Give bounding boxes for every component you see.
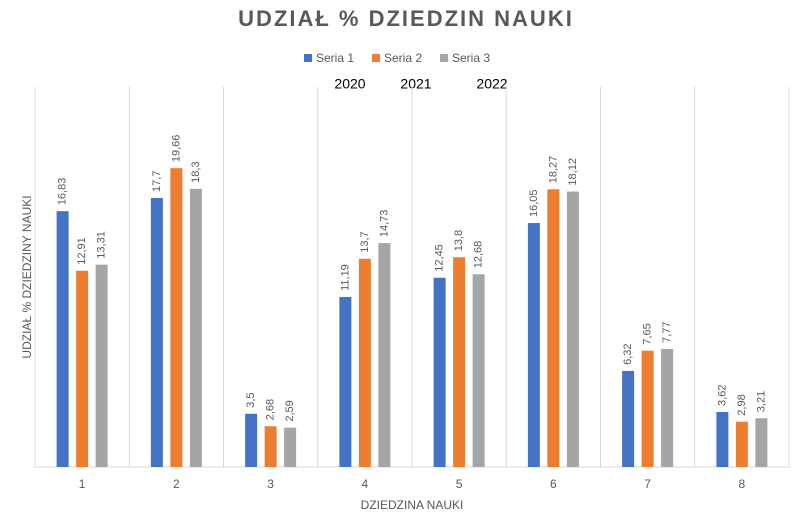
data-label: 6,32 bbox=[622, 344, 634, 365]
legend-swatch bbox=[372, 54, 380, 62]
data-label: 17,7 bbox=[151, 171, 163, 192]
legend-label: Seria 1 bbox=[316, 51, 354, 65]
bar bbox=[547, 189, 560, 467]
annotation: 2022 bbox=[476, 76, 507, 92]
bar bbox=[755, 418, 768, 467]
legend-label: Seria 3 bbox=[452, 51, 490, 65]
data-label: 7,65 bbox=[642, 323, 654, 344]
bar bbox=[716, 411, 729, 467]
bar bbox=[358, 258, 371, 467]
x-tick-label: 3 bbox=[267, 477, 274, 491]
data-label: 2,59 bbox=[284, 400, 296, 421]
data-label: 12,45 bbox=[434, 244, 446, 272]
x-tick-label: 8 bbox=[739, 477, 746, 491]
bar bbox=[453, 257, 466, 467]
x-tick-label: 1 bbox=[79, 477, 86, 491]
data-label: 16,83 bbox=[57, 178, 69, 206]
legend-swatch bbox=[440, 54, 448, 62]
bar bbox=[527, 223, 540, 467]
data-label: 14,73 bbox=[378, 210, 390, 238]
bar bbox=[622, 370, 635, 467]
bar bbox=[56, 211, 69, 467]
data-label: 7,77 bbox=[661, 321, 673, 342]
bar bbox=[264, 426, 277, 467]
data-label: 13,31 bbox=[96, 231, 108, 259]
data-label: 11,19 bbox=[339, 264, 351, 291]
x-axis-label: DZIEDZINA NAUKI bbox=[361, 498, 464, 512]
data-label: 3,5 bbox=[245, 393, 257, 408]
bar bbox=[566, 191, 579, 468]
x-tick-label: 7 bbox=[644, 477, 651, 491]
data-label: 12,68 bbox=[473, 241, 485, 269]
bar bbox=[150, 197, 163, 467]
data-label: 13,8 bbox=[453, 230, 465, 251]
bar bbox=[378, 243, 391, 467]
bar bbox=[661, 348, 674, 467]
data-label: 18,12 bbox=[567, 158, 579, 186]
bar bbox=[339, 296, 352, 467]
x-tick-label: 4 bbox=[362, 477, 369, 491]
data-label: 2,98 bbox=[736, 394, 748, 415]
data-label: 18,3 bbox=[190, 161, 202, 182]
bar bbox=[472, 274, 485, 467]
data-label: 2,68 bbox=[265, 399, 277, 420]
data-label: 13,7 bbox=[359, 231, 371, 252]
data-label: 3,21 bbox=[755, 391, 767, 412]
legend-label: Seria 2 bbox=[384, 51, 422, 65]
data-label: 16,05 bbox=[528, 190, 540, 218]
bar bbox=[189, 188, 202, 467]
data-label: 3,62 bbox=[716, 385, 728, 406]
bar bbox=[245, 413, 258, 467]
bar bbox=[641, 350, 654, 467]
x-tick-label: 6 bbox=[550, 477, 557, 491]
bar bbox=[95, 264, 108, 467]
legend-swatch bbox=[304, 54, 312, 62]
bar bbox=[170, 168, 183, 467]
chart-title: UDZIAŁ % DZIEDZIN NAUKI bbox=[238, 6, 574, 31]
y-axis-label: UDZIAŁ % DZIEDZINY NAUKI bbox=[20, 195, 34, 358]
data-label: 18,27 bbox=[547, 156, 559, 184]
data-label: 19,66 bbox=[170, 135, 182, 163]
bar bbox=[433, 277, 446, 467]
annotation: 2020 bbox=[334, 76, 365, 92]
bar bbox=[735, 421, 748, 467]
data-label: 12,91 bbox=[76, 237, 88, 265]
annotation: 2021 bbox=[400, 76, 431, 92]
x-tick-label: 2 bbox=[173, 477, 180, 491]
bar bbox=[76, 270, 89, 467]
x-tick-label: 5 bbox=[456, 477, 463, 491]
bar bbox=[284, 427, 297, 467]
